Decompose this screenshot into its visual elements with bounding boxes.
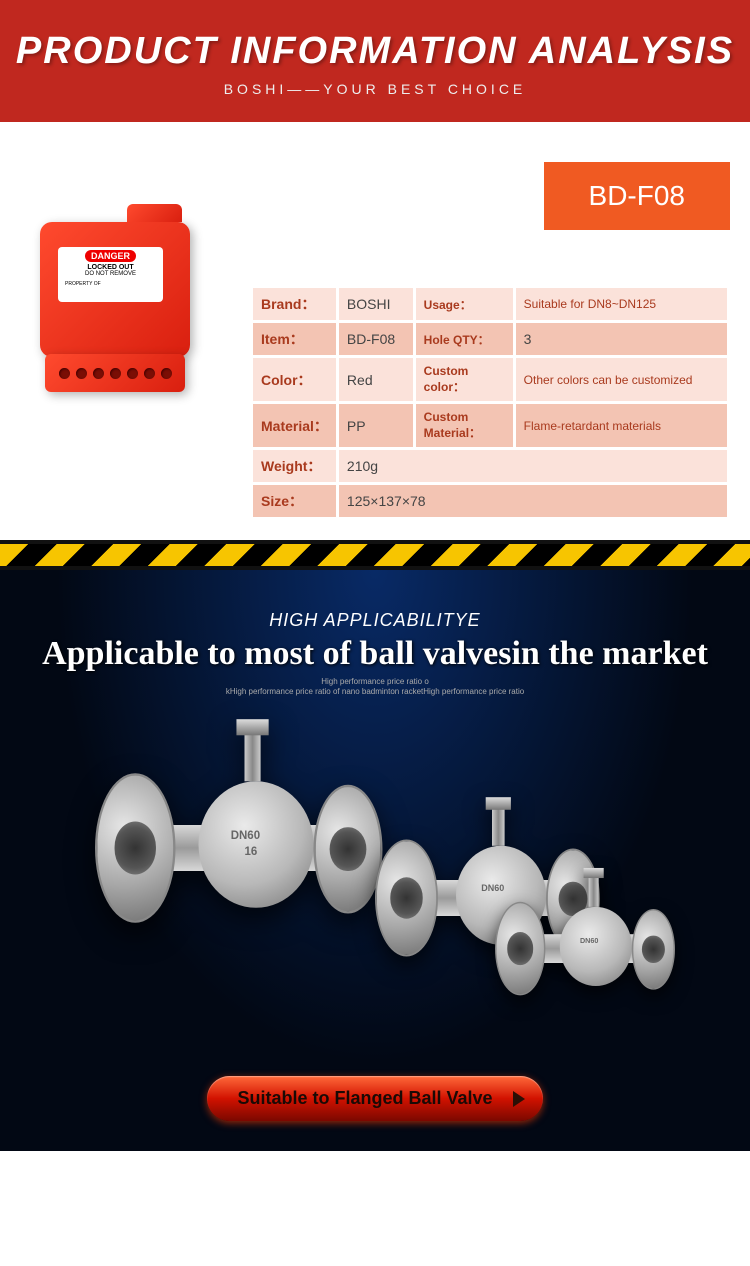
spec-value: 3	[514, 322, 728, 357]
spec-value: Suitable for DN8~DN125	[514, 287, 728, 322]
spec-label: Color：	[252, 357, 338, 403]
model-badge: BD-F08	[544, 162, 730, 230]
valves-illustration: DN60 16 DN60 DN60	[95, 736, 655, 1036]
product-image-area: DANGER LOCKED OUT DO NOT REMOVE PROPERTY…	[0, 162, 250, 402]
cta-button[interactable]: Suitable to Flanged Ball Valve	[207, 1076, 542, 1121]
spec-value: 210g	[337, 449, 728, 484]
section-headline: Applicable to most of ball valvesin the …	[0, 635, 750, 673]
spec-value: Other colors can be customized	[514, 357, 728, 403]
spec-value: PP	[337, 403, 414, 449]
page-subtitle: BOSHI——YOUR BEST CHOICE	[0, 81, 750, 97]
lockout-device-icon: DANGER LOCKED OUT DO NOT REMOVE PROPERTY…	[40, 222, 210, 402]
spec-label: Weight：	[252, 449, 338, 484]
spec-label: Custom Material：	[414, 403, 514, 449]
spec-label: Usage：	[414, 287, 514, 322]
spec-table: Brand： BOSHI Usage： Suitable for DN8~DN1…	[250, 285, 730, 520]
spec-label: Item：	[252, 322, 338, 357]
spec-value: 125×137×78	[337, 484, 728, 519]
spec-value: Red	[337, 357, 414, 403]
spec-label: Brand：	[252, 287, 338, 322]
section-supertitle: HIGH APPLICABILITYE	[0, 610, 750, 631]
hazard-stripe	[0, 540, 750, 570]
lockout-label: DANGER LOCKED OUT DO NOT REMOVE PROPERTY…	[58, 247, 163, 302]
applicability-section: HIGH APPLICABILITYE Applicable to most o…	[0, 570, 750, 1151]
spec-label: Custom color：	[414, 357, 514, 403]
spec-column: BD-F08 Brand： BOSHI Usage： Suitable for …	[250, 162, 750, 520]
product-section: DANGER LOCKED OUT DO NOT REMOVE PROPERTY…	[0, 122, 750, 540]
section-tiny-text: High performance price ratio o kHigh per…	[0, 677, 750, 696]
spec-label: Material：	[252, 403, 338, 449]
header-banner: PRODUCT INFORMATION ANALYSIS BOSHI——YOUR…	[0, 0, 750, 122]
page-title: PRODUCT INFORMATION ANALYSIS	[0, 30, 750, 73]
spec-label: Hole QTY：	[414, 322, 514, 357]
spec-value: Flame-retardant materials	[514, 403, 728, 449]
spec-label: Size：	[252, 484, 338, 519]
spec-value: BD-F08	[337, 322, 414, 357]
spec-value: BOSHI	[337, 287, 414, 322]
